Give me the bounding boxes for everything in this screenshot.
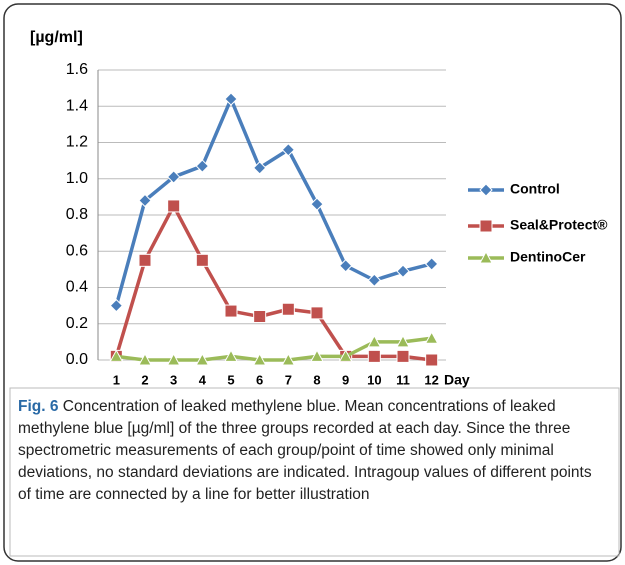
legend-label: Control bbox=[510, 181, 560, 197]
data-point bbox=[396, 334, 410, 348]
series-line bbox=[114, 204, 432, 362]
y-tick-label: 1.0 bbox=[66, 170, 88, 187]
x-tick-label: 8 bbox=[313, 372, 320, 387]
y-tick-label: 0.8 bbox=[66, 206, 88, 223]
data-point bbox=[195, 159, 210, 173]
data-point bbox=[281, 302, 295, 316]
data-point bbox=[109, 349, 124, 362]
data-point bbox=[281, 352, 296, 366]
x-tick-label: 12 bbox=[424, 372, 438, 387]
data-point bbox=[310, 306, 324, 320]
x-tick-label: 2 bbox=[141, 372, 148, 387]
data-point bbox=[138, 253, 152, 267]
data-point bbox=[195, 352, 210, 366]
data-point bbox=[252, 161, 267, 175]
data-point bbox=[109, 298, 124, 313]
series-line bbox=[114, 97, 433, 307]
data-point bbox=[310, 197, 324, 211]
data-point bbox=[224, 349, 238, 362]
legend-marker bbox=[479, 183, 493, 197]
data-point bbox=[367, 273, 382, 287]
x-tick-label: 6 bbox=[256, 372, 263, 387]
frame bbox=[3, 3, 622, 562]
data-point bbox=[138, 352, 152, 366]
legend-label: Seal&Protect® bbox=[510, 217, 608, 233]
data-point bbox=[224, 304, 238, 318]
data-point bbox=[166, 170, 181, 184]
caption-label: Fig. 6 bbox=[18, 398, 59, 415]
x-tick-label: 7 bbox=[285, 372, 292, 387]
x-axis-label: Day bbox=[444, 372, 470, 388]
y-axis-label: [µg/ml] bbox=[30, 29, 83, 46]
caption-text: Concentration of leaked methylene blue. … bbox=[18, 398, 592, 503]
data-point bbox=[167, 199, 181, 213]
data-point bbox=[224, 92, 238, 106]
y-tick-label: 0.2 bbox=[66, 315, 88, 332]
x-tick-label: 1 bbox=[113, 372, 120, 387]
data-point bbox=[425, 353, 439, 367]
legend-marker bbox=[479, 219, 493, 233]
x-tick-label: 3 bbox=[170, 372, 177, 387]
x-tick-label: 5 bbox=[227, 372, 234, 387]
caption-box bbox=[9, 387, 620, 557]
y-tick-label: 1.2 bbox=[66, 134, 88, 151]
data-point bbox=[138, 193, 152, 208]
legend-label: DentinoCer bbox=[510, 249, 586, 265]
data-point bbox=[281, 143, 296, 157]
x-tick-label: 4 bbox=[199, 372, 207, 387]
data-point bbox=[253, 310, 267, 323]
data-point bbox=[310, 349, 324, 362]
data-point bbox=[338, 349, 353, 362]
series-line bbox=[116, 336, 432, 362]
y-tick-label: 0.6 bbox=[66, 242, 88, 259]
data-point bbox=[367, 349, 381, 363]
data-point bbox=[195, 253, 209, 267]
y-tick-label: 0.4 bbox=[66, 279, 88, 296]
legend-marker bbox=[479, 250, 493, 264]
x-tick-label: 9 bbox=[342, 372, 349, 387]
data-point bbox=[338, 259, 353, 273]
x-tick-label: 10 bbox=[367, 372, 381, 387]
data-point bbox=[166, 352, 181, 366]
data-point bbox=[367, 334, 382, 348]
caption: Fig. 6 Concentration of leaked methylene… bbox=[18, 396, 608, 506]
data-point bbox=[396, 349, 410, 363]
y-tick-label: 1.6 bbox=[66, 61, 88, 78]
x-tick-label: 11 bbox=[396, 372, 410, 387]
y-tick-label: 1.4 bbox=[66, 97, 88, 114]
data-point bbox=[396, 264, 410, 278]
data-point bbox=[252, 352, 267, 366]
data-point bbox=[424, 257, 439, 271]
data-point bbox=[424, 331, 439, 344]
y-tick-label: 0.0 bbox=[66, 351, 88, 368]
